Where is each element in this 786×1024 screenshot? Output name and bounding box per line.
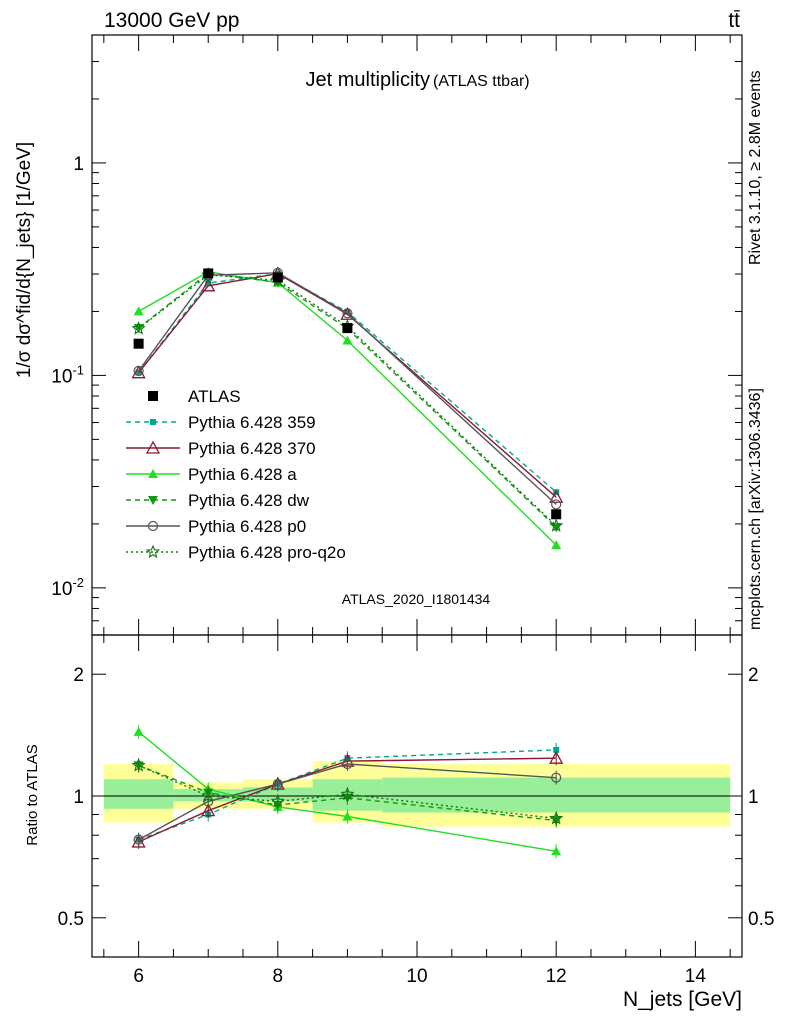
marker-triangle-open bbox=[145, 440, 161, 454]
marker-triangle-down bbox=[551, 523, 562, 533]
ratio-plot-panel: 0.5 0.51 12 26 8 10 12 14 bbox=[58, 634, 774, 987]
main-title: Jet multiplicity bbox=[306, 69, 430, 91]
marker-triangle-open bbox=[549, 489, 564, 503]
marker-triangle-down bbox=[148, 496, 158, 505]
ratio-y-axis-label: Ratio to ATLAS bbox=[24, 744, 41, 845]
series-line bbox=[138, 272, 557, 493]
legend-label: Pythia 6.428 359 bbox=[188, 413, 316, 432]
marker-triangle bbox=[133, 306, 144, 316]
marker-circle-open bbox=[133, 834, 144, 845]
marker-circle-open bbox=[551, 499, 562, 510]
marker-triangle-open bbox=[549, 750, 564, 764]
marker-triangle bbox=[551, 846, 562, 856]
marker-circle-open bbox=[342, 758, 353, 770]
marker-circle-open bbox=[272, 779, 283, 790]
marker-circle-open bbox=[342, 308, 353, 319]
legend-label: ATLAS bbox=[188, 387, 241, 406]
main-subtitle: (ATLAS ttbar) bbox=[433, 73, 530, 90]
marker-triangle bbox=[133, 726, 144, 736]
y-tick-label: 1 bbox=[73, 154, 84, 175]
y-tick-label: 10-2 bbox=[51, 575, 84, 600]
marker-square bbox=[344, 308, 351, 315]
marker-circle-open bbox=[147, 520, 159, 532]
watermark-text: ATLAS_2020_I1801434 bbox=[342, 591, 491, 607]
marker-star-open bbox=[131, 321, 146, 335]
marker-star-open bbox=[549, 518, 564, 532]
marker-star-open bbox=[340, 786, 355, 801]
legend: ATLAS Pythia 6.428 359 Pythia 6.428 370 Pyt… bbox=[126, 387, 346, 562]
ratio-line bbox=[138, 749, 557, 841]
x-tick-label: 10 bbox=[406, 966, 427, 987]
legend-item: Pythia 6.428 dw bbox=[126, 491, 310, 510]
marker-triangle-open bbox=[131, 834, 146, 848]
x-tick-label: 6 bbox=[133, 966, 144, 987]
marker-square bbox=[133, 338, 144, 349]
ratio-series-pythia-6-428-p0 bbox=[133, 756, 562, 847]
y-tick-label: 10-1 bbox=[51, 362, 84, 387]
header-final-state: tt̄ bbox=[728, 9, 740, 32]
legend-item: Pythia 6.428 359 bbox=[126, 413, 316, 432]
legend-item: Pythia 6.428 p0 bbox=[126, 517, 306, 536]
x-tick-label: 12 bbox=[546, 966, 567, 987]
mcplots-credit-text: mcplots.cern.ch [arXiv:1306.3436] bbox=[747, 388, 764, 630]
marker-square bbox=[553, 746, 560, 753]
x-axis-label: N_jets [GeV] bbox=[623, 988, 742, 1011]
marker-square bbox=[272, 272, 283, 283]
marker-triangle bbox=[148, 469, 158, 478]
ratio-y-tick-label: 1 bbox=[748, 787, 759, 808]
legend-label: Pythia 6.428 pro-q2o bbox=[188, 543, 346, 562]
marker-triangle-open bbox=[201, 803, 216, 817]
marker-star-open bbox=[549, 811, 564, 825]
main-plot-panel: 10-2 10-1 1 Jet multiplicity (ATLAS ttbar)… bbox=[51, 34, 743, 636]
legend-label: Pythia 6.428 370 bbox=[188, 439, 316, 458]
marker-triangle bbox=[342, 811, 353, 821]
marker-star-open bbox=[131, 757, 146, 772]
uncertainty-band-stat bbox=[103, 779, 174, 809]
ratio-y-tick-label: 0.5 bbox=[748, 909, 774, 930]
legend-item: Pythia 6.428 370 bbox=[126, 439, 316, 458]
marker-star-open bbox=[201, 788, 216, 803]
x-tick-label: 8 bbox=[273, 966, 284, 987]
rivet-version-text: Rivet 3.1.10, ≥ 2.8M events bbox=[747, 70, 764, 265]
main-y-axis-label: 1/σ dσ^fid/d{N_jets} [1/GeV] bbox=[14, 142, 35, 378]
ratio-y-tick-label: 0.5 bbox=[58, 909, 84, 930]
marker-circle-open bbox=[133, 365, 144, 376]
marker-star-open bbox=[270, 793, 285, 808]
legend-item: Pythia 6.428 a bbox=[126, 465, 297, 484]
ratio-y-tick-label: 1 bbox=[73, 787, 84, 808]
marker-square bbox=[551, 509, 562, 520]
marker-circle-open bbox=[551, 772, 562, 783]
marker-triangle bbox=[342, 335, 353, 345]
ratio-y-tick-label: 2 bbox=[73, 665, 84, 686]
series-atlas-data bbox=[133, 268, 562, 520]
marker-square bbox=[203, 268, 214, 279]
x-tick-label: 14 bbox=[685, 966, 707, 987]
legend-item: ATLAS bbox=[148, 387, 241, 406]
legend-label: Pythia 6.428 a bbox=[188, 465, 297, 484]
ratio-y-tick-label: 2 bbox=[748, 665, 759, 686]
series-pythia-6-428-359 bbox=[135, 270, 560, 496]
marker-square bbox=[342, 323, 353, 334]
marker-square bbox=[205, 280, 212, 287]
ratio-series-pythia-6-428-pro-q2o bbox=[131, 757, 564, 826]
legend-item: Pythia 6.428 pro-q2o bbox=[126, 543, 346, 562]
marker-square bbox=[148, 391, 158, 401]
marker-triangle-open bbox=[201, 278, 216, 292]
legend-label: Pythia 6.428 dw bbox=[188, 491, 310, 510]
legend-label: Pythia 6.428 p0 bbox=[188, 517, 306, 536]
marker-star-open bbox=[145, 544, 161, 559]
marker-triangle bbox=[551, 540, 562, 550]
header-process: 13000 GeV pp bbox=[104, 9, 239, 32]
marker-triangle-open bbox=[131, 365, 146, 379]
marker-square bbox=[150, 419, 156, 425]
